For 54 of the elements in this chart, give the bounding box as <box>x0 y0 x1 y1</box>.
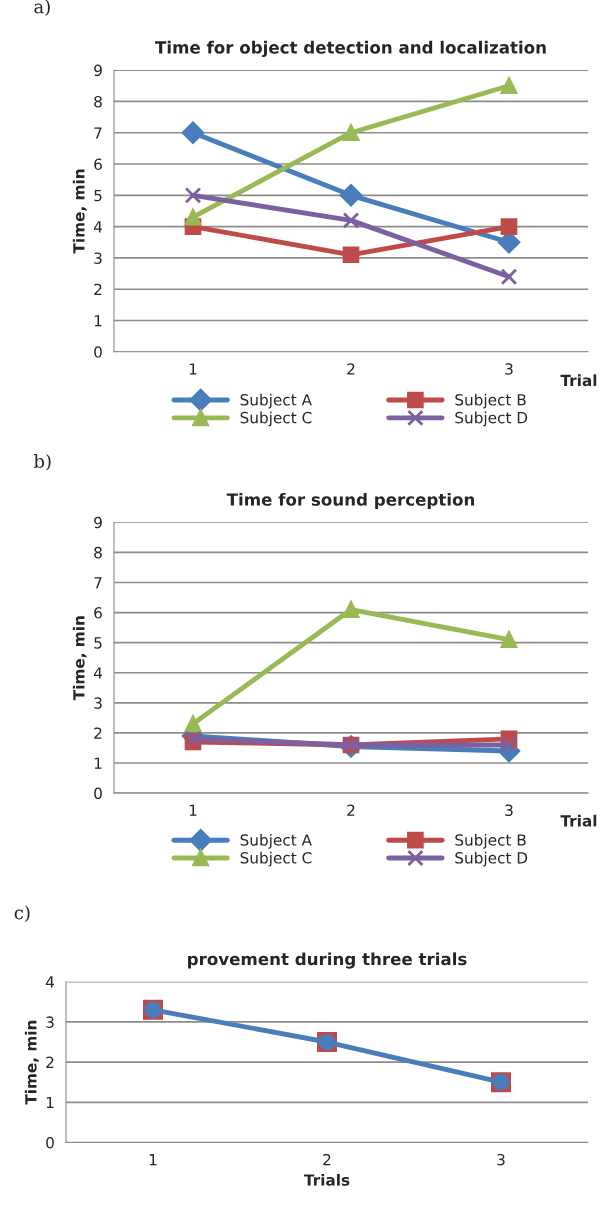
legend-label: Subject B <box>455 393 526 409</box>
chart-title: Time for sound perception <box>226 492 475 510</box>
y-axis-title: Time, min <box>72 169 87 254</box>
y-tick-label: 9 <box>94 516 102 529</box>
y-tick-label: 5 <box>94 637 102 649</box>
y-tick-label: 2 <box>94 283 102 296</box>
y-tick-label: 4 <box>93 667 103 679</box>
y-tick-label: 4 <box>93 221 103 233</box>
legend-label: Subject D <box>455 411 528 427</box>
x-tick-label: 3 <box>497 1153 505 1166</box>
x-axis-title: Trial <box>560 814 597 827</box>
y-tick-label: 0 <box>94 346 102 358</box>
y-axis-title: Time, min <box>24 1020 39 1105</box>
x-axis-title: Trials <box>304 1173 350 1186</box>
y-tick-label: 3 <box>46 1016 54 1028</box>
legend-label: Subject C <box>240 411 312 427</box>
y-tick-label: 7 <box>94 577 102 589</box>
text: c) <box>14 905 30 922</box>
y-tick-label: 6 <box>94 607 102 619</box>
y-tick-label: 8 <box>94 546 102 559</box>
y-tick-label: 5 <box>94 189 102 202</box>
y-tick-label: 1 <box>94 757 102 769</box>
y-tick-label: 4 <box>45 976 55 988</box>
y-tick-label: 0 <box>94 787 102 800</box>
legend-label: Subject D <box>455 851 528 867</box>
x-tick-label: 1 <box>189 363 197 375</box>
chart-title: Time for object detection and localization <box>155 40 546 58</box>
y-tick-label: 6 <box>94 158 102 171</box>
x-tick-label: 3 <box>505 804 513 817</box>
x-tick-label: 2 <box>323 1153 331 1166</box>
x-tick-label: 2 <box>347 804 355 816</box>
legend-label: Subject B <box>455 833 526 849</box>
x-tick-label: 1 <box>149 1154 157 1166</box>
x-tick-label: 1 <box>189 804 197 816</box>
y-tick-label: 9 <box>94 64 102 77</box>
y-tick-label: 3 <box>94 252 102 264</box>
x-tick-label: 2 <box>347 363 355 375</box>
chart-title: provement during three trials <box>188 952 467 969</box>
y-tick-label: 1 <box>46 1096 54 1109</box>
legend-label: Subject A <box>240 833 312 849</box>
x-axis-title: Trial <box>560 374 597 387</box>
y-tick-label: 0 <box>46 1136 54 1149</box>
y-tick-label: 2 <box>46 1056 54 1068</box>
y-tick-label: 7 <box>94 127 102 139</box>
x-tick-label: 3 <box>505 363 513 375</box>
y-tick-label: 8 <box>94 95 102 108</box>
text: b) <box>33 453 51 471</box>
y-axis-title: Time, min <box>72 616 87 701</box>
y-tick-label: 1 <box>94 315 102 327</box>
legend-label: Subject A <box>240 393 312 409</box>
text: a) <box>34 0 50 16</box>
y-tick-label: 3 <box>94 697 102 709</box>
legend-label: Subject C <box>240 851 312 867</box>
y-tick-label: 2 <box>94 727 102 739</box>
